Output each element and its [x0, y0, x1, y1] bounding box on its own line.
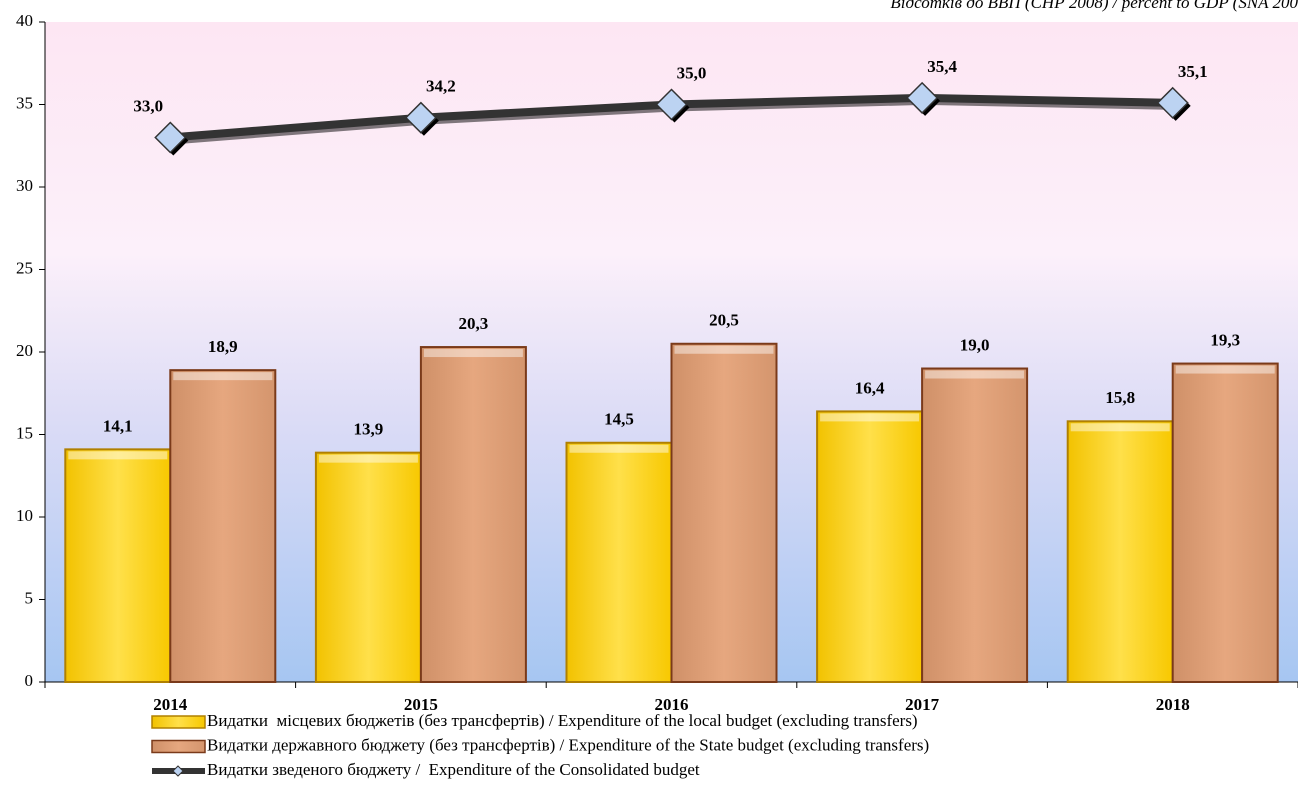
x-tick-label: 2014 [153, 695, 188, 714]
bar [921, 367, 1029, 683]
bar [419, 346, 527, 683]
y-tick-label: 30 [16, 176, 33, 195]
x-tick-label: 2017 [905, 695, 940, 714]
bar-top [925, 370, 1025, 379]
marker [154, 121, 187, 154]
value-label: 16,4 [855, 378, 885, 397]
bar [1066, 420, 1174, 683]
subtitle: Відсотків до ВВП (СНР 2008) / percent to… [890, 0, 1298, 12]
legend-label: Видатки місцевих бюджетів (без трансферт… [207, 711, 918, 730]
y-tick-label: 5 [25, 588, 34, 607]
x-tick-label: 2016 [655, 695, 689, 714]
value-label: 20,3 [459, 314, 489, 333]
legend-label: Видатки зведеного бюджету / Expenditure … [207, 760, 700, 779]
marker [906, 81, 939, 114]
marker [404, 101, 437, 134]
y-tick-label: 25 [16, 258, 33, 277]
y-tick-label: 20 [16, 341, 33, 360]
bar [565, 441, 673, 683]
x-tick-label: 2018 [1156, 695, 1190, 714]
legend-swatch [151, 739, 206, 754]
x-tick-label: 2015 [404, 695, 438, 714]
bar [670, 342, 778, 683]
value-label: 35,1 [1178, 62, 1208, 81]
y-tick-label: 0 [25, 671, 34, 690]
value-label: 18,9 [208, 337, 238, 356]
value-label: 19,0 [960, 335, 990, 354]
bar-top [820, 413, 920, 422]
bar [314, 451, 422, 683]
bar-top [318, 454, 418, 463]
value-label: 14,5 [604, 410, 634, 429]
y-tick-label: 40 [16, 11, 33, 30]
bar-top [1070, 423, 1170, 432]
legend-marker [172, 765, 184, 777]
value-label: 13,9 [354, 420, 384, 439]
legend-swatch [151, 715, 206, 729]
bar-top [68, 451, 168, 460]
bar [816, 410, 924, 683]
value-label: 35,0 [677, 63, 707, 82]
bar-top [674, 345, 774, 354]
value-label: 35,4 [927, 57, 957, 76]
value-label: 34,2 [426, 77, 456, 96]
marker [655, 88, 688, 121]
value-label: 14,1 [103, 416, 133, 435]
bar [64, 448, 172, 683]
bar [169, 369, 277, 683]
y-tick-label: 15 [16, 423, 33, 442]
value-label: 20,5 [709, 311, 739, 330]
marker [1156, 86, 1189, 119]
bar-top [1175, 365, 1275, 374]
value-label: 19,3 [1210, 330, 1240, 349]
bar-top [173, 372, 273, 381]
y-tick-label: 35 [16, 93, 33, 112]
bar [1171, 362, 1279, 683]
bar-top [423, 349, 523, 358]
value-label: 33,0 [133, 96, 163, 115]
y-tick-label: 10 [16, 506, 33, 525]
value-label: 15,8 [1105, 388, 1135, 407]
legend-label: Видатки державного бюджету (без трансфер… [207, 735, 929, 754]
bar-top [569, 444, 669, 453]
